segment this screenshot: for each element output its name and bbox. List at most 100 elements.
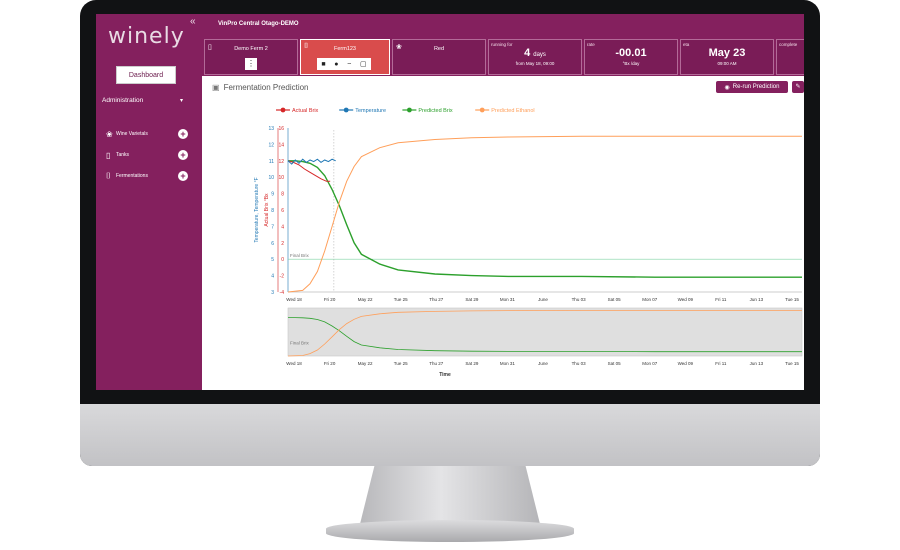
fermentation-chart[interactable]: Actual Brix Temperature Predicted Brix Pred… — [202, 76, 804, 390]
series-line-predicted-brix — [288, 160, 802, 278]
x-tick-label: Fri 11 — [715, 297, 727, 302]
card-complete: complete — [776, 39, 804, 75]
legend-marker — [407, 107, 412, 113]
app-logo: winely — [108, 24, 185, 49]
grape-icon: ❀ — [396, 44, 402, 51]
rerun-label: Re-run Prediction — [732, 84, 780, 90]
add-icon[interactable]: + — [178, 129, 188, 139]
x-tick-label: Sat 29 — [465, 297, 479, 302]
card-value: 4 days — [489, 47, 581, 59]
overview-x-tick-label: June — [538, 361, 548, 366]
panel-title-text: Fermentation Prediction — [223, 83, 309, 92]
tablet-icon[interactable]: ▢ — [360, 61, 367, 68]
y-tick-label-brix: 10 — [278, 175, 284, 181]
grape-icon: ❀ — [106, 129, 113, 139]
add-icon[interactable]: + — [178, 150, 188, 160]
overview-x-tick-label: Thu 03 — [572, 361, 587, 366]
overview-x-tick-label: Wed 18 — [286, 361, 302, 366]
y-tick-label-brix: 16 — [278, 126, 284, 132]
x-tick-label: Thu 03 — [572, 297, 587, 302]
card-eta: eta May 23 09:00 AM — [680, 39, 774, 75]
card-demo-ferm-2[interactable]: ▯ Demo Ferm 2 ⋮ — [204, 39, 298, 75]
y-tick-label-temp: 3 — [271, 290, 274, 296]
y-tick-label-temp: 8 — [271, 208, 274, 214]
sidebar-item-label: Tanks — [116, 152, 130, 158]
edit-icon[interactable]: ✎ — [792, 81, 804, 93]
y-tick-label-temp: 7 — [271, 224, 274, 230]
card-label: eta — [683, 42, 690, 47]
add-icon[interactable]: + — [178, 171, 188, 181]
more-options-button[interactable]: ⋮ — [245, 58, 257, 70]
x-axis-title: Time — [439, 372, 451, 378]
rerun-prediction-button[interactable]: ◉ Re-run Prediction — [716, 81, 788, 93]
card-value: -00.01 — [615, 47, 647, 59]
overview-final-brix-label: Final Brix — [290, 340, 310, 345]
y-axis-title-left: Temperature, Temperature °F — [254, 177, 260, 242]
y-tick-label-temp: 4 — [271, 274, 274, 280]
y-tick-label-brix: 0 — [281, 257, 284, 263]
overview-x-tick-label: Jun 13 — [750, 361, 764, 366]
legend-marker — [343, 107, 349, 113]
sidebar-item-fermentations[interactable]: ⌷ Fermentations + — [106, 169, 196, 183]
x-tick-label: Mon 07 — [642, 297, 658, 302]
overview-x-tick-label: Mon 31 — [500, 361, 516, 366]
overview-series-line — [287, 310, 802, 357]
card-title: Demo Ferm 2 — [234, 46, 268, 52]
sidebar: winely « Dashboard Administration ▾ ❀ Wi… — [96, 14, 202, 390]
overview-x-tick-label: Sat 29 — [465, 361, 479, 366]
dashboard-button[interactable]: Dashboard — [116, 66, 176, 84]
card-title: Ferm123 — [333, 46, 356, 52]
overview-x-tick-label: Mon 07 — [642, 361, 658, 366]
y-tick-label-brix: -2 — [280, 274, 285, 280]
card-rate: rate -00.01 °Bx /day — [584, 39, 678, 75]
running-days-value: 4 — [524, 47, 531, 59]
double-chevron-left-icon[interactable]: « — [190, 16, 196, 27]
record-icon[interactable]: ● — [334, 60, 339, 68]
y-tick-label-brix: -4 — [280, 290, 285, 296]
overview-selection — [288, 308, 802, 356]
x-tick-label: Mon 31 — [500, 297, 516, 302]
legend-marker — [479, 107, 485, 113]
card-label: complete — [779, 42, 798, 47]
sidebar-item-tanks[interactable]: ▯ Tanks + — [106, 148, 196, 162]
tank-icon: ▯ — [106, 150, 111, 160]
chart-icon: ▣ — [212, 83, 220, 92]
y-tick-label-temp: 10 — [268, 175, 274, 181]
series-line-actual-brix — [287, 160, 331, 182]
y-tick-label-temp: 11 — [269, 159, 274, 165]
legend-label: Temperature — [355, 108, 386, 114]
monitor-chin — [80, 404, 820, 466]
x-tick-label: Wed 09 — [678, 297, 694, 302]
x-tick-label: Thu 27 — [429, 297, 444, 302]
legend-marker — [280, 107, 286, 113]
card-sub: °Bx /day — [622, 61, 640, 66]
y-tick-label-brix: 14 — [278, 142, 284, 148]
y-tick-label-brix: 6 — [281, 208, 284, 214]
y-tick-label-temp: 5 — [271, 257, 274, 263]
sidebar-item-label: Fermentations — [116, 173, 148, 179]
legend-label: Actual Brix — [292, 108, 319, 114]
y-axis-title-right: Actual Brix °Bx — [264, 193, 270, 227]
running-days-unit: days — [533, 52, 546, 58]
card-value: May 23 — [708, 47, 746, 59]
caret-down-icon[interactable]: ▾ — [180, 98, 184, 104]
overview-x-tick-label: Tue 15 — [785, 361, 799, 366]
y-tick-label-temp: 9 — [271, 192, 274, 198]
card-ferm123[interactable]: ⌷ Ferm123 ■ ● ~ ▢ — [300, 39, 390, 75]
x-tick-label: May 22 — [358, 297, 373, 302]
card-title: Red — [433, 46, 445, 52]
screen: winely « Dashboard Administration ▾ ❀ Wi… — [96, 14, 804, 390]
card-varietal: ❀ Red — [392, 39, 486, 75]
panel-title: ▣ Fermentation Prediction — [212, 83, 309, 92]
y-tick-label-brix: 12 — [278, 159, 284, 165]
overview-x-tick-label: Wed 09 — [678, 361, 694, 366]
administration-heading[interactable]: Administration — [102, 97, 144, 104]
x-tick-label: Wed 18 — [286, 297, 302, 302]
stop-icon[interactable]: ■ — [321, 60, 326, 68]
y-tick-label-brix: 8 — [281, 192, 284, 198]
card-label: rate — [587, 42, 595, 47]
sidebar-item-wine-varietals[interactable]: ❀ Wine Varietals + — [106, 127, 196, 141]
top-bar: VinPro Central Otago-DEMO — [202, 14, 804, 36]
chart-icon[interactable]: ~ — [347, 60, 352, 68]
fermentation-cards: ▯ Demo Ferm 2 ⋮ ⌷ Ferm123 ■ ● ~ ▢ ❀ Red … — [202, 36, 804, 76]
